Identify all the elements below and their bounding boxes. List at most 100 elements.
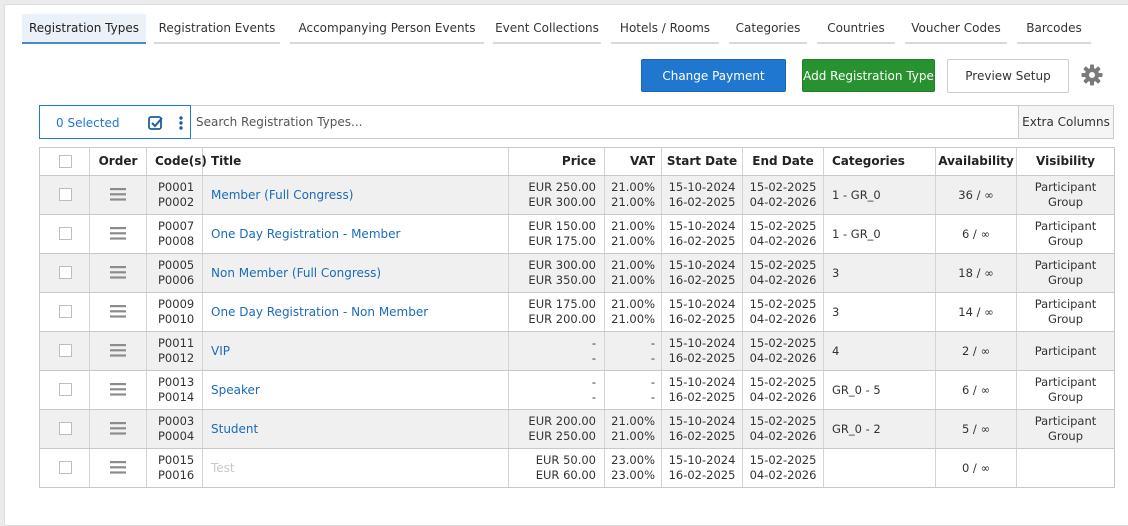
tab-categories[interactable]: Categories bbox=[729, 14, 807, 44]
search-input[interactable] bbox=[191, 105, 1019, 139]
vat-cell: -- bbox=[605, 371, 662, 409]
start-date-secondary: 16-02-2025 bbox=[668, 351, 736, 365]
table-row: P0009 P0010 One Day Registration - Non Mem… bbox=[40, 293, 1114, 332]
tab-voucher-codes[interactable]: Voucher Codes bbox=[905, 14, 1007, 44]
end-date-primary: 15-02-2025 bbox=[749, 258, 817, 272]
row-order-cell bbox=[90, 254, 147, 292]
row-checkbox[interactable] bbox=[59, 266, 72, 279]
tab-registration-events[interactable]: Registration Events bbox=[154, 14, 280, 44]
visibility-cell: Participant Group bbox=[1017, 176, 1114, 214]
tab-event-collections[interactable]: Event Collections bbox=[493, 14, 601, 44]
code-secondary: P0012 bbox=[158, 351, 195, 365]
selection-menu[interactable]: 0 Selected bbox=[39, 105, 191, 139]
column-categories[interactable]: Categories bbox=[824, 148, 936, 175]
start-date-secondary: 16-02-2025 bbox=[668, 234, 736, 248]
vat-primary: 21.00% bbox=[611, 219, 655, 233]
drag-handle-icon[interactable] bbox=[110, 266, 126, 279]
gear-icon[interactable] bbox=[1080, 63, 1104, 87]
row-checkbox[interactable] bbox=[59, 227, 72, 240]
registration-type-link[interactable]: One Day Registration - Non Member bbox=[211, 305, 429, 319]
title-cell: One Day Registration - Non Member bbox=[203, 293, 509, 331]
start-date-primary: 15-10-2024 bbox=[668, 258, 736, 272]
column-order[interactable]: Order bbox=[90, 148, 147, 175]
row-checkbox[interactable] bbox=[59, 188, 72, 201]
visibility-primary: Participant bbox=[1034, 219, 1097, 233]
column-price[interactable]: Price bbox=[509, 148, 605, 175]
registration-types-table: Order Code(s) Title Price VAT Start Date… bbox=[39, 147, 1115, 488]
categories-value: 3 bbox=[832, 305, 840, 319]
drag-handle-icon[interactable] bbox=[110, 227, 126, 240]
row-select-cell bbox=[40, 449, 90, 487]
column-title[interactable]: Title bbox=[203, 148, 509, 175]
title-cell: Member (Full Congress) bbox=[203, 176, 509, 214]
tab-hotels-rooms[interactable]: Hotels / Rooms bbox=[611, 14, 719, 44]
row-order-cell bbox=[90, 176, 147, 214]
extra-columns-button[interactable]: Extra Columns bbox=[1018, 105, 1114, 139]
registration-type-link[interactable]: One Day Registration - Member bbox=[211, 227, 401, 241]
vat-secondary: - bbox=[650, 351, 655, 365]
column-end-date[interactable]: End Date bbox=[743, 148, 824, 175]
code-primary: P0003 bbox=[158, 414, 195, 428]
row-checkbox[interactable] bbox=[59, 422, 72, 435]
column-codes[interactable]: Code(s) bbox=[147, 148, 207, 175]
drag-handle-icon[interactable] bbox=[110, 383, 126, 396]
row-checkbox[interactable] bbox=[59, 383, 72, 396]
vat-primary: 21.00% bbox=[611, 297, 655, 311]
column-start-date[interactable]: Start Date bbox=[662, 148, 743, 175]
table-row: P0003 P0004 Student EUR 200.00 EUR 250.00 21.… bbox=[40, 410, 1114, 449]
categories-value: 1 - GR_0 bbox=[832, 188, 881, 202]
registration-type-link[interactable]: Non Member (Full Congress) bbox=[211, 266, 382, 280]
registration-type-link[interactable]: Student bbox=[211, 422, 259, 436]
vat-primary: 21.00% bbox=[611, 180, 655, 194]
vat-secondary: 21.00% bbox=[611, 273, 655, 287]
code-secondary: P0016 bbox=[158, 468, 195, 482]
tab-barcodes[interactable]: Barcodes bbox=[1017, 14, 1091, 44]
registration-type-link[interactable]: Speaker bbox=[211, 383, 260, 397]
end-date-secondary: 04-02-2026 bbox=[749, 273, 817, 287]
price-cell: EUR 250.00 EUR 300.00 bbox=[509, 176, 605, 214]
end-date-cell: 15-02-2025 04-02-2026 bbox=[743, 332, 824, 370]
column-visibility[interactable]: Visibility bbox=[1036, 154, 1095, 168]
categories-value: 1 - GR_0 bbox=[832, 227, 881, 241]
row-checkbox[interactable] bbox=[59, 461, 72, 474]
visibility-primary: Participant bbox=[1034, 375, 1097, 389]
drag-handle-icon[interactable] bbox=[110, 344, 126, 357]
visibility-cell: Participant Group bbox=[1017, 215, 1114, 253]
start-date-secondary: 16-02-2025 bbox=[668, 390, 736, 404]
table-row: P0001 P0002 Member (Full Congress) EUR 250.… bbox=[40, 176, 1114, 215]
row-checkbox[interactable] bbox=[59, 305, 72, 318]
registration-type-link[interactable]: VIP bbox=[211, 344, 230, 358]
start-date-primary: 15-10-2024 bbox=[668, 453, 736, 467]
price-secondary: EUR 60.00 bbox=[535, 468, 596, 482]
tab-countries[interactable]: Countries bbox=[817, 14, 895, 44]
title-cell: VIP bbox=[203, 332, 509, 370]
title-cell: One Day Registration - Member bbox=[203, 215, 509, 253]
codes-cell: P0009 P0010 bbox=[147, 293, 203, 331]
codes-cell: P0011 P0012 bbox=[147, 332, 203, 370]
visibility-cell: Participant Group bbox=[1017, 410, 1114, 448]
tab-accompanying-person-events[interactable]: Accompanying Person Events bbox=[290, 14, 484, 44]
tab-registration-types[interactable]: Registration Types bbox=[22, 14, 146, 44]
select-all-check-icon[interactable] bbox=[148, 115, 164, 131]
categories-cell: 4 bbox=[824, 332, 936, 370]
change-payment-periods-button[interactable]: Change Payment Periods bbox=[641, 59, 786, 116]
registration-type-link[interactable]: Member (Full Congress) bbox=[211, 188, 354, 202]
drag-handle-icon[interactable] bbox=[110, 422, 126, 435]
row-checkbox[interactable] bbox=[59, 344, 72, 357]
drag-handle-icon[interactable] bbox=[110, 461, 126, 474]
registration-type-link[interactable]: Test bbox=[211, 461, 235, 475]
start-date-secondary: 16-02-2025 bbox=[668, 312, 736, 326]
price-primary: EUR 175.00 bbox=[528, 297, 596, 311]
column-availability[interactable]: Availability bbox=[936, 148, 1017, 175]
price-cell: EUR 175.00 EUR 200.00 bbox=[509, 293, 605, 331]
preview-setup-button[interactable]: Preview Setup bbox=[947, 59, 1069, 93]
row-select-cell bbox=[40, 176, 90, 214]
visibility-secondary: Group bbox=[1047, 390, 1083, 404]
add-registration-type-button[interactable]: Add Registration Type bbox=[802, 59, 935, 92]
drag-handle-icon[interactable] bbox=[110, 188, 126, 201]
column-vat[interactable]: VAT bbox=[605, 148, 662, 175]
more-options-icon[interactable] bbox=[178, 115, 184, 131]
drag-handle-icon[interactable] bbox=[110, 305, 126, 318]
table-header: Order Code(s) Title Price VAT Start Date… bbox=[40, 148, 1114, 176]
select-all-checkbox[interactable] bbox=[59, 154, 72, 168]
